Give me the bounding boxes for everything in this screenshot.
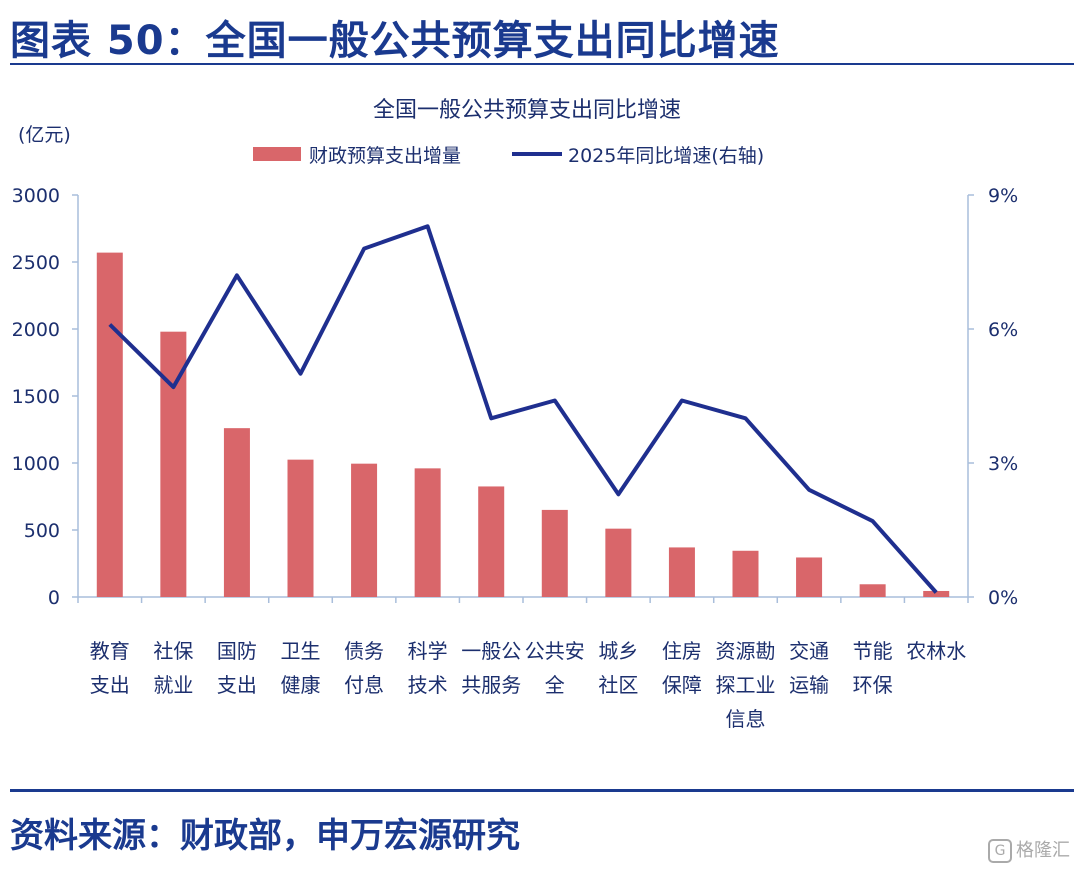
bar [478,486,505,597]
figure-header: 图表 50：全国一般公共预算支出同比增速 [10,18,780,64]
left-tick-label: 2500 [12,252,60,274]
plot-area: 0 500 1000 1500 2000 2500 3000 0% 3% 6% 9% 教育支出社保就业… [12,185,1019,731]
x-tick-label: 社保 [153,639,193,663]
bar [859,584,886,597]
x-tick-label: 支出 [90,673,130,697]
bar [668,547,695,597]
watermark-text: 格隆汇 [1016,840,1070,861]
legend-line-label: 2025年同比增速(右轴) [568,145,764,167]
x-tick-label: 环保 [853,673,893,697]
x-tick-label: 信息 [726,707,766,731]
legend-bar-swatch [253,147,301,161]
x-tick-label: 一般公 [461,639,521,663]
bar [541,509,568,597]
chart: 全国一般公共预算支出同比增速 (亿元) 财政预算支出增量 2025年同比增速(右… [12,98,1019,731]
legend-bar-label: 财政预算支出增量 [309,145,461,167]
bar [223,428,250,597]
bar [287,459,314,597]
header-rule [10,63,1074,65]
left-tick-label: 3000 [12,185,60,207]
x-tick-label: 公共安 [525,639,585,663]
chart-title: 全国一般公共预算支出同比增速 [373,98,681,123]
watermark-logo-icon: G [988,839,1012,863]
y-axis-unit: (亿元) [18,124,71,146]
x-tick-label: 运输 [789,673,829,697]
x-tick-label: 科学 [408,639,448,663]
right-tick-label: 6% [988,319,1018,341]
x-tick-label: 农林水 [906,639,966,663]
right-tick-label: 0% [988,587,1018,609]
bar [796,557,823,597]
x-tick-label: 债务 [344,639,384,663]
x-tick-label: 付息 [344,673,384,697]
bar [96,252,123,597]
growth-rate-line [108,224,938,594]
x-tick-label: 健康 [281,673,321,697]
x-tick-label: 保障 [662,673,702,697]
left-tick-label: 500 [24,520,60,542]
x-tick-label: 技术 [408,673,448,697]
x-tick-label: 全 [545,673,565,697]
bar [351,463,378,597]
bar [923,590,950,597]
left-tick-label: 2000 [12,319,60,341]
x-tick-label: 交通 [789,639,829,663]
x-tick-label: 国防 [217,639,257,663]
left-tick-label: 1000 [12,453,60,475]
x-tick-label: 资源勘 [716,639,776,663]
source-note: 资料来源：财政部，申万宏源研究 [10,816,520,856]
x-tick-label: 城乡 [598,639,638,663]
x-tick-label: 支出 [217,673,257,697]
x-tick-label: 社区 [598,673,638,697]
bar [414,468,441,597]
right-tick-label: 9% [988,185,1018,207]
footer-rule [10,789,1074,792]
x-tick-label: 共服务 [461,673,521,697]
left-tick-label: 0 [48,587,60,609]
left-tick-label: 1500 [12,386,60,408]
x-tick-label: 卫生 [281,639,321,663]
x-tick-label: 就业 [153,673,193,697]
x-tick-label: 教育 [90,639,130,663]
bar [605,528,632,597]
x-tick-label: 探工业 [716,673,776,697]
right-tick-label: 3% [988,453,1018,475]
legend: 财政预算支出增量 2025年同比增速(右轴) [253,145,764,167]
x-tick-label: 住房 [662,639,702,663]
watermark: G 格隆汇 [988,836,1070,863]
x-tick-label: 节能 [853,639,893,663]
bar [732,550,759,597]
